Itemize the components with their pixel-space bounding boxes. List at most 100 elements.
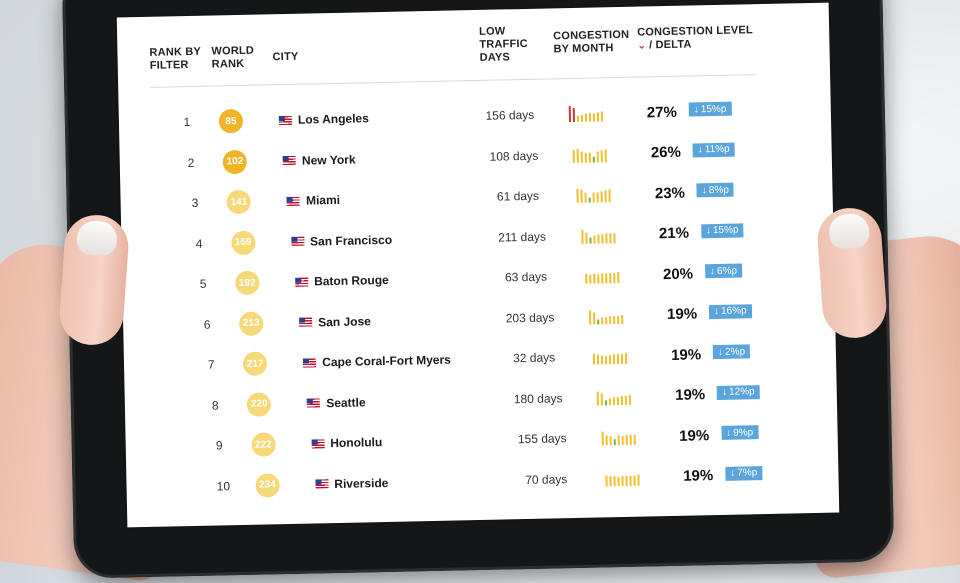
city-cell[interactable]: Cape Coral-Fort Myers	[303, 340, 452, 383]
congestion-by-month-sparkline[interactable]	[597, 388, 647, 406]
sparkline-bar	[613, 396, 616, 405]
sparkline-bar	[637, 474, 640, 486]
us-flag-icon	[307, 398, 321, 408]
arrow-down-icon: ↓	[730, 467, 736, 479]
sort-chevron-down-icon[interactable]: ⌄	[637, 40, 647, 52]
sparkline-bar	[604, 232, 608, 243]
sparkline-bar	[597, 318, 600, 325]
us-flag-icon	[311, 438, 325, 449]
sparkline-bar	[580, 151, 584, 163]
rank-by-filter-value: 3	[191, 195, 199, 210]
low-traffic-days-value: 203 days	[505, 309, 555, 325]
sparkline-bar	[597, 354, 600, 365]
header-city[interactable]: CITY	[272, 50, 299, 64]
city-name[interactable]: Riverside	[334, 475, 389, 491]
sparkline-bar	[600, 233, 604, 243]
city-name[interactable]: San Francisco	[309, 232, 393, 249]
world-rank-badge: 220	[247, 391, 272, 417]
delta-badge: ↓ 11%p	[692, 142, 735, 157]
sparkline-bar	[625, 475, 628, 486]
low-traffic-days-value: 156 days	[485, 107, 535, 123]
city-cell[interactable]: Riverside	[315, 462, 389, 504]
city-cell[interactable]: Baton Rouge	[295, 260, 389, 302]
delta-badge: ↓ 15%p	[688, 101, 732, 117]
sparkline-bar	[629, 434, 632, 445]
delta-badge: ↓ 2%p	[712, 344, 751, 360]
sparkline-bar	[592, 156, 596, 163]
low-traffic-days-value: 61 days	[496, 188, 540, 204]
congestion-by-month-sparkline[interactable]	[580, 226, 631, 244]
congestion-by-month-sparkline[interactable]	[588, 307, 639, 325]
world-rank-badge: 169	[230, 230, 256, 255]
sparkline-bar	[597, 390, 600, 406]
us-flag-icon	[290, 236, 305, 246]
city-cell[interactable]: Seattle	[307, 382, 366, 423]
city-cell[interactable]: San Francisco	[290, 219, 393, 261]
us-flag-icon	[299, 317, 313, 327]
arrow-down-icon: ↓	[705, 225, 712, 237]
us-flag-icon	[295, 277, 309, 287]
sparkline-bar	[633, 475, 636, 486]
header-low-traffic-days[interactable]: LOW TRAFFIC DAYS	[478, 25, 528, 64]
delta-value: 12%p	[728, 386, 755, 398]
sparkline-bar	[609, 397, 612, 405]
city-name[interactable]: Los Angeles	[297, 111, 369, 127]
sparkline-bar	[601, 316, 604, 324]
sparkline-bar	[601, 355, 604, 365]
sparkline-bar	[604, 148, 608, 162]
congestion-level-value: 19%	[666, 305, 698, 324]
header-congestion-by-month[interactable]: CONGESTION BY MONTH	[553, 28, 630, 56]
delta-value: 7%p	[737, 467, 758, 479]
city-name[interactable]: New York	[301, 152, 356, 168]
rank-by-filter-value: 6	[203, 317, 211, 332]
rank-by-filter-value: 1	[183, 114, 191, 130]
sparkline-bar	[596, 233, 600, 243]
low-traffic-days-value: 180 days	[513, 390, 563, 406]
sparkline-bar	[604, 190, 608, 203]
congestion-level-value: 19%	[670, 345, 702, 364]
congestion-by-month-sparkline[interactable]	[568, 105, 619, 123]
sparkline-bar	[629, 475, 632, 486]
header-rank-by-filter[interactable]: RANK BY FILTER	[149, 45, 202, 72]
sparkline-bar	[601, 273, 604, 284]
city-name[interactable]: Miami	[305, 192, 341, 208]
city-cell[interactable]: Miami	[286, 180, 341, 221]
sparkline-bar	[584, 152, 588, 163]
congestion-by-month-sparkline[interactable]	[576, 186, 627, 203]
arrow-down-icon: ↓	[726, 427, 732, 439]
city-cell[interactable]: Honolulu	[311, 422, 383, 463]
world-rank-badge: 85	[218, 108, 244, 134]
city-name[interactable]: San Jose	[318, 313, 371, 329]
header-congestion-level[interactable]: CONGESTION LEVEL ⌄ / DELTA	[637, 24, 753, 52]
arrow-down-icon: ↓	[701, 184, 707, 196]
congestion-by-month-sparkline[interactable]	[585, 267, 635, 284]
sparkline-bar	[608, 273, 612, 284]
delta-value: 8%p	[708, 184, 730, 196]
header-world-rank[interactable]: WORLD RANK	[211, 44, 255, 71]
sparkline-bar	[605, 316, 608, 324]
delta-value: 6%p	[716, 265, 738, 277]
city-cell[interactable]: Los Angeles	[278, 98, 370, 140]
sparkline-bar	[617, 315, 620, 324]
city-name[interactable]: Cape Coral-Fort Myers	[322, 352, 452, 370]
congestion-by-month-sparkline[interactable]	[601, 428, 651, 446]
sparkline-bar	[568, 106, 572, 123]
arrow-down-icon: ↓	[697, 144, 703, 156]
congestion-by-month-sparkline[interactable]	[593, 348, 643, 365]
low-traffic-days-value: 155 days	[517, 431, 567, 447]
left-thumb	[57, 212, 131, 348]
sparkline-bar	[612, 273, 616, 284]
sparkline-bar	[621, 435, 624, 446]
arrow-down-icon: ↓	[693, 103, 699, 115]
sparkline-bar	[613, 315, 616, 324]
congestion-by-month-sparkline[interactable]	[572, 145, 623, 163]
congestion-by-month-sparkline[interactable]	[605, 469, 655, 486]
city-cell[interactable]: New York	[282, 139, 356, 181]
sparkline-bar	[608, 189, 612, 203]
city-name[interactable]: Seattle	[326, 394, 366, 410]
city-name[interactable]: Honolulu	[330, 435, 383, 451]
world-rank-badge: 141	[226, 189, 252, 215]
sparkline-bar	[600, 191, 604, 203]
city-cell[interactable]: San Jose	[299, 301, 372, 342]
city-name[interactable]: Baton Rouge	[313, 272, 389, 289]
